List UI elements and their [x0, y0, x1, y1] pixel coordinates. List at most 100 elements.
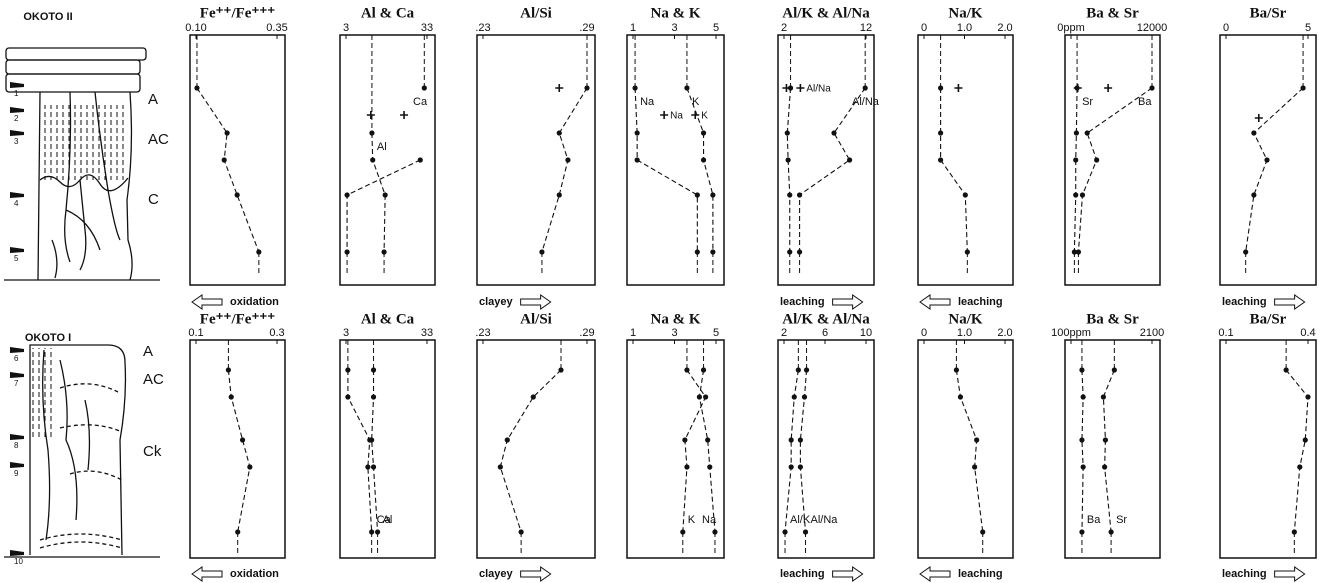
note-label: clayey — [479, 568, 514, 580]
note-label: clayey — [479, 296, 514, 308]
data-point — [1079, 529, 1085, 535]
data-point — [938, 130, 944, 136]
data-point — [831, 130, 837, 136]
series-line — [1073, 87, 1078, 253]
parent-label: Na — [670, 111, 683, 122]
data-point — [710, 192, 716, 198]
parent-marker — [1254, 114, 1263, 122]
parent-label: K — [701, 111, 708, 122]
x-tick-label: .23 — [475, 22, 490, 34]
x-tick-label: 0.1 — [1218, 327, 1233, 339]
panel-frame — [626, 339, 725, 559]
x-tick-label: 12 — [860, 22, 872, 34]
note-arrow — [191, 566, 223, 582]
data-point — [374, 529, 381, 535]
note-arrow — [919, 294, 951, 310]
data-point — [235, 529, 241, 535]
x-tick-label: 10 — [860, 327, 872, 339]
data-point — [980, 529, 986, 535]
data-point — [1300, 85, 1306, 91]
horizon-label: AC — [143, 371, 164, 388]
parent-marker — [400, 111, 409, 119]
series-line — [541, 87, 588, 253]
note-label: leaching — [780, 568, 825, 580]
note-arrow — [919, 566, 951, 582]
parent-marker — [954, 84, 963, 92]
series-line — [799, 87, 866, 252]
x-tick-label: 5 — [713, 22, 719, 34]
sample-label: 1 — [14, 89, 19, 98]
sample-label: 7 — [14, 379, 19, 388]
x-tick-label: 0.4 — [1300, 327, 1315, 339]
series-label: Al — [383, 514, 393, 526]
data-point — [803, 367, 810, 373]
x-tick-label: 6 — [822, 327, 828, 339]
panel-title: Fe⁺⁺/Fe⁺⁺⁺ — [200, 5, 275, 21]
series-label: K — [692, 96, 700, 108]
profile-title: OKOTO II — [23, 11, 72, 23]
data-point — [710, 249, 716, 255]
data-point — [785, 157, 791, 163]
x-tick-label: 0 — [1223, 22, 1229, 34]
series-line — [371, 370, 379, 533]
panel-title: Al/Si — [520, 311, 552, 327]
panel-frame — [626, 34, 725, 286]
horizon-label: A — [143, 343, 153, 360]
parent-marker — [1104, 84, 1113, 92]
data-point — [791, 394, 797, 400]
series-label: Al/K — [790, 514, 811, 526]
sample-label: 5 — [14, 254, 19, 263]
panel-title: Na & K — [651, 311, 701, 327]
series-line — [682, 369, 707, 533]
data-point — [788, 464, 794, 470]
sample-marker — [10, 372, 24, 378]
data-point — [234, 192, 240, 198]
data-point — [1073, 130, 1079, 136]
profile-title: OKOTO I — [25, 332, 71, 344]
profile-sketch-bottom — [4, 344, 160, 558]
horizon-label: Ck — [143, 443, 162, 460]
data-point — [964, 249, 970, 255]
data-point — [962, 192, 968, 198]
data-point — [684, 464, 690, 470]
data-point — [1102, 437, 1109, 443]
note-arrow — [520, 294, 552, 310]
data-point — [1264, 157, 1270, 163]
data-point — [1079, 437, 1085, 443]
x-tick-label: 12000 — [1137, 22, 1168, 34]
data-point — [370, 157, 376, 163]
data-point — [1084, 130, 1090, 136]
data-point — [1094, 157, 1100, 163]
data-point — [1291, 529, 1297, 535]
note-arrow — [1274, 566, 1306, 582]
data-point — [684, 85, 690, 91]
data-point — [382, 192, 388, 198]
data-point — [787, 249, 793, 255]
panel-title: Ba & Sr — [1086, 311, 1139, 327]
data-point — [504, 437, 510, 443]
sample-marker — [10, 434, 24, 440]
parent-marker — [796, 84, 805, 92]
series-label: Ba — [1087, 514, 1101, 526]
panel-title: Na/K — [948, 311, 983, 327]
data-point — [565, 157, 571, 163]
data-point — [795, 367, 801, 373]
panel-frame — [476, 339, 596, 559]
series-line — [346, 159, 421, 252]
parent-marker — [782, 84, 791, 92]
data-point — [1073, 192, 1079, 198]
sample-marker — [10, 130, 24, 136]
sample-marker — [10, 82, 24, 88]
note-label: leaching — [1222, 568, 1267, 580]
data-point — [700, 367, 707, 373]
data-point — [802, 529, 809, 535]
x-tick-label: 5 — [713, 327, 719, 339]
x-tick-label: 5 — [1305, 22, 1311, 34]
data-point — [703, 394, 709, 400]
data-point — [847, 157, 853, 163]
horizon-label: A — [148, 91, 158, 108]
series-label: Al/Na — [852, 96, 880, 108]
sample-marker — [10, 347, 24, 353]
panel-frame — [1064, 34, 1161, 286]
